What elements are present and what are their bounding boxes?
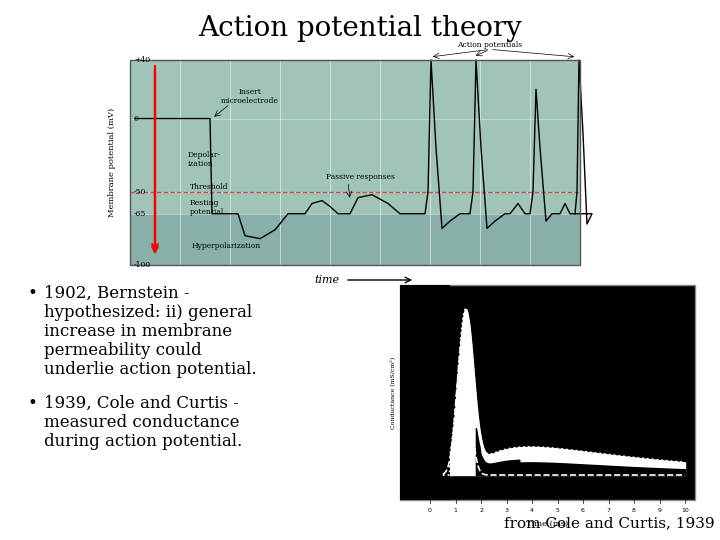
Text: Threshold: Threshold xyxy=(190,184,228,191)
Text: Hyperpolarization: Hyperpolarization xyxy=(192,242,261,250)
Text: 8: 8 xyxy=(632,508,636,513)
Text: Conductance (mS/cm²): Conductance (mS/cm²) xyxy=(389,356,395,429)
Bar xyxy=(130,60,580,214)
Text: 2: 2 xyxy=(479,508,483,513)
Text: underlie action potential.: underlie action potential. xyxy=(44,361,256,378)
Text: 10: 10 xyxy=(420,429,428,434)
Text: Action potentials: Action potentials xyxy=(457,42,523,49)
Text: •: • xyxy=(28,285,38,302)
Text: Passive responses: Passive responses xyxy=(325,173,395,181)
Text: Action potential theory: Action potential theory xyxy=(198,15,522,42)
Text: Membrane potential (mV): Membrane potential (mV) xyxy=(108,108,116,217)
Text: 0: 0 xyxy=(134,114,139,123)
Text: -100: -100 xyxy=(134,261,151,269)
Text: 10: 10 xyxy=(681,508,689,513)
Text: 40: 40 xyxy=(420,298,428,302)
Text: 7: 7 xyxy=(606,508,611,513)
Text: during action potential.: during action potential. xyxy=(44,433,242,450)
Text: 1902, Bernstein -: 1902, Bernstein - xyxy=(44,285,189,302)
Text: 6: 6 xyxy=(581,508,585,513)
Text: 3: 3 xyxy=(505,508,508,513)
Text: 1: 1 xyxy=(454,508,457,513)
Text: +40: +40 xyxy=(134,56,150,64)
Text: measured conductance: measured conductance xyxy=(44,414,240,431)
Text: •: • xyxy=(28,395,38,412)
Text: -65: -65 xyxy=(134,210,146,218)
Text: Time (ms): Time (ms) xyxy=(526,520,569,528)
Text: 0: 0 xyxy=(428,508,432,513)
Text: from Cole and Curtis, 1939: from Cole and Curtis, 1939 xyxy=(505,516,715,530)
Bar xyxy=(130,214,580,265)
Text: 9: 9 xyxy=(657,508,662,513)
Bar xyxy=(400,285,451,500)
Text: permeability could: permeability could xyxy=(44,342,202,359)
Text: 30: 30 xyxy=(420,341,428,346)
Text: Insert
microelectrode: Insert microelectrode xyxy=(221,88,279,105)
Text: -50: -50 xyxy=(134,188,146,196)
Text: Resting
potential: Resting potential xyxy=(190,199,224,217)
Text: Depolar-
ization: Depolar- ization xyxy=(188,151,221,168)
Text: 20: 20 xyxy=(420,385,428,390)
Text: 5: 5 xyxy=(556,508,559,513)
Text: 4: 4 xyxy=(530,508,534,513)
Text: increase in membrane: increase in membrane xyxy=(44,323,232,340)
Text: 1939, Cole and Curtis -: 1939, Cole and Curtis - xyxy=(44,395,239,412)
Bar xyxy=(400,285,695,500)
Text: hypothesized: ii) general: hypothesized: ii) general xyxy=(44,304,252,321)
Text: time: time xyxy=(315,275,340,285)
Text: 0: 0 xyxy=(424,472,428,477)
Bar xyxy=(130,60,580,265)
